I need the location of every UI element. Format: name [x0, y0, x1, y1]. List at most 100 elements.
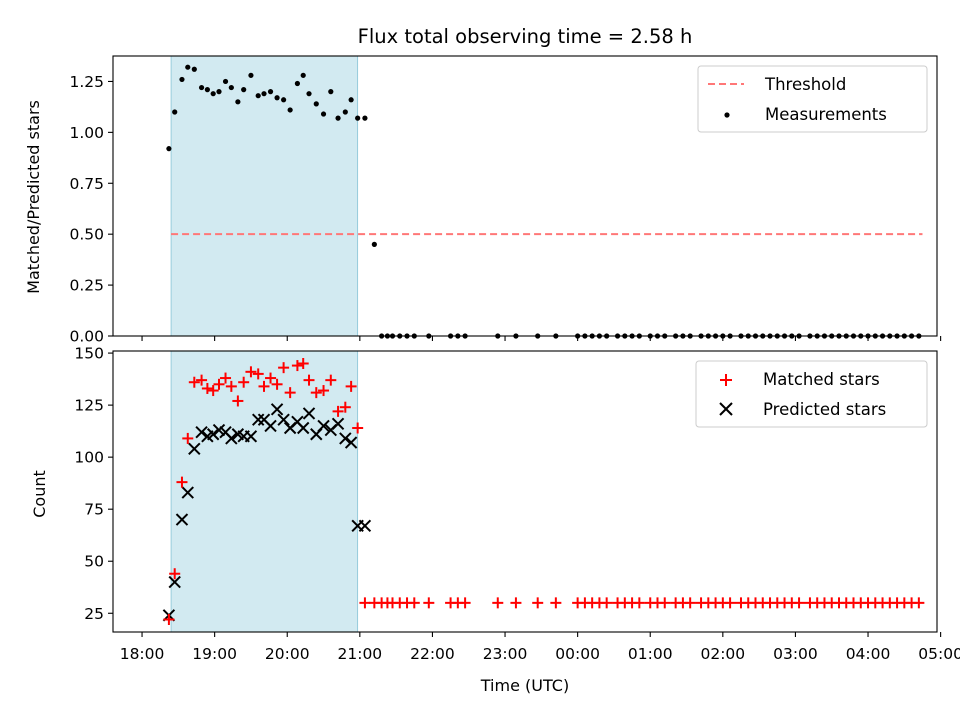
matched-star-point: [659, 597, 671, 609]
predicted-star-stroke: [257, 413, 271, 426]
matched-star-point: [176, 476, 188, 488]
bottom-panel-x-ticks: 18:00 19:00 20:00 21:00 22:00 23:00 00:00 01:00…: [120, 632, 960, 663]
top-panel: Flux total observing time = 2.58 h 0.000…: [24, 25, 942, 346]
legend-measurements-label: Measurements: [765, 105, 887, 124]
matched-star-point: [345, 380, 357, 392]
measurement-point: [222, 78, 229, 85]
matched-star-point: [207, 385, 219, 397]
matched-star-point: [332, 405, 344, 417]
measurement-point: [320, 111, 327, 117]
matched-star-point: [291, 360, 303, 372]
measurement-point: [235, 99, 241, 105]
measurement-point: [228, 84, 234, 91]
measurement-point: [335, 115, 341, 121]
predicted-star-stroke: [244, 430, 258, 443]
predicted-star-point: [358, 519, 372, 533]
bottom-xtick-label: 21:00: [338, 645, 383, 663]
measurement-point: [371, 241, 377, 247]
matched-star-point: [913, 597, 925, 609]
matched-star-point: [258, 380, 270, 392]
matched-star-point: [182, 432, 194, 444]
predicted-star-stroke: [251, 413, 265, 426]
measurement-point: [294, 80, 301, 87]
matched-star-point: [510, 597, 522, 609]
predicted-star-stroke: [270, 403, 284, 416]
predicted-star-stroke: [206, 428, 220, 441]
predicted-star-point: [317, 419, 330, 433]
bottom-ytick-label: 125: [74, 397, 104, 415]
predicted-star-point: [270, 403, 284, 416]
bottom-panel-frame: [112, 350, 938, 633]
predicted-star-point: [168, 575, 181, 589]
predicted-star-stroke: [297, 421, 310, 435]
matched-star-point: [271, 378, 283, 390]
measurement-point: [261, 91, 267, 97]
matched-star-point: [339, 401, 351, 413]
bottom-xtick-label: 20:00: [265, 645, 310, 663]
predicted-star-stroke: [195, 425, 208, 439]
matched-star-point: [724, 597, 736, 609]
predicted-star-point: [264, 419, 277, 433]
predicted-star-stroke: [225, 432, 238, 445]
predicted-star-point: [331, 417, 345, 431]
bottom-xtick-label: 02:00: [700, 645, 745, 663]
top-legend-box: [697, 65, 928, 133]
measurement-point: [172, 109, 178, 115]
matched-star-point: [265, 372, 277, 384]
predicted-star-stroke: [331, 417, 345, 431]
bottom-ytick-label: 150: [74, 345, 104, 363]
predicted-star-stroke: [219, 425, 232, 439]
matched-star-point: [220, 372, 232, 384]
predicted-star-stroke: [317, 419, 330, 433]
measurement-point: [287, 107, 293, 113]
measurement-point: [210, 91, 216, 97]
matched-star-point: [213, 378, 225, 390]
matched-star-point: [318, 385, 330, 397]
top-ytick-label: 1.25: [69, 73, 104, 91]
predicted-star-point: [181, 486, 194, 499]
matched-star-point: [310, 387, 322, 399]
measurement-point: [355, 115, 361, 121]
bottom-xtick-label: 03:00: [773, 645, 818, 663]
predicted-star-stroke: [212, 423, 226, 437]
top-panel-shaded-span: [170, 55, 359, 337]
matched-star-point: [550, 597, 562, 609]
measurement-point: [306, 91, 312, 97]
top-panel-y-ticks: 0.00 0.25 0.50 0.75 1.00 1.25: [69, 73, 113, 346]
top-ytick-label: 1.00: [69, 124, 104, 142]
matched-star-point: [232, 395, 244, 407]
matched-star-point: [196, 374, 208, 386]
measurement-point: [267, 89, 274, 95]
top-ytick-label: 0.25: [69, 277, 104, 295]
top-panel-y-axis-label: Matched/Predicted stars: [24, 100, 43, 294]
matched-star-point: [359, 597, 371, 609]
bottom-panel: 25 50 75 100 125 150 18:00 19:00 20:00 21:00 22:0…: [30, 345, 960, 695]
measurement-point: [274, 95, 280, 101]
top-panel-x-ticks: [141, 336, 942, 341]
top-panel-frame: [112, 55, 938, 337]
legend-matched-swatch: [720, 374, 732, 386]
matched-star-point: [225, 380, 237, 392]
measurement-point: [185, 64, 191, 70]
measurement-point: [241, 87, 247, 93]
bottom-panel-legend: Matched stars Predicted stars: [695, 360, 928, 428]
measurement-point: [342, 109, 348, 115]
measurement-point: [348, 97, 354, 103]
measurement-point: [313, 101, 319, 107]
legend-predicted-label: Predicted stars: [763, 400, 886, 419]
bottom-xtick-label: 04:00: [846, 645, 891, 663]
predicted-star-point: [175, 513, 189, 526]
bottom-ytick-label: 25: [84, 605, 104, 623]
predicted-star-point: [251, 413, 265, 426]
measurement-point: [216, 89, 222, 95]
legend-threshold-label: Threshold: [764, 75, 846, 94]
legend-matched-label: Matched stars: [763, 370, 880, 389]
matched-star-point: [459, 597, 471, 609]
bottom-legend-box: [695, 360, 928, 428]
predicted-star-stroke: [302, 407, 316, 420]
predicted-star-stroke: [339, 432, 352, 445]
predicted-star-stroke: [277, 413, 290, 426]
predicted-star-point: [244, 430, 258, 443]
measurement-point: [248, 72, 254, 78]
matched-star-point: [532, 597, 544, 609]
